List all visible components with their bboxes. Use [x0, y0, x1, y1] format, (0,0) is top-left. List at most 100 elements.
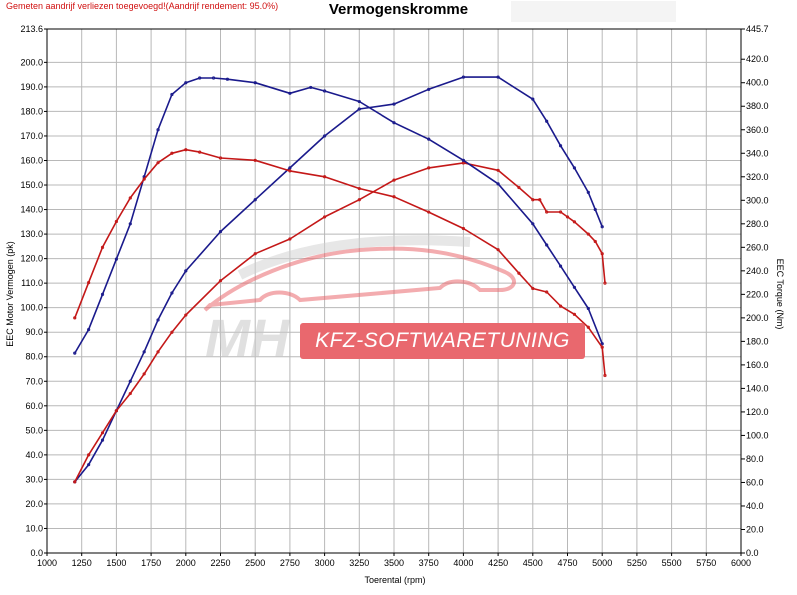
right-tick-label: 60.0: [746, 477, 764, 487]
right-tick-label: 340.0: [746, 148, 769, 158]
series-1-point: [253, 198, 257, 202]
watermark-text: KFZ-SOFTWARETUNING: [315, 329, 570, 352]
series-4-point: [461, 226, 465, 231]
left-tick-label: 130.0: [20, 229, 43, 239]
series-line-3: [74, 77, 604, 354]
series-2-point: [565, 215, 570, 219]
series-3-point: [198, 76, 202, 80]
left-tick-label: 150.0: [20, 180, 43, 190]
series-3-point: [322, 89, 327, 93]
series-4-point: [100, 245, 105, 249]
series-3-point: [184, 81, 188, 85]
series-1-point: [142, 350, 146, 354]
series-3-point: [545, 243, 549, 247]
left-tick-label: 30.0: [25, 474, 43, 484]
x-tick-label: 5500: [662, 558, 682, 568]
x-tick-label: 4750: [557, 558, 577, 568]
series-1-point: [593, 207, 597, 212]
series-3-point: [496, 182, 500, 186]
series-1-point: [392, 102, 396, 106]
right-tick-label: 160.0: [746, 360, 769, 370]
series-4-point: [142, 177, 146, 181]
left-tick-label: 0.0: [30, 548, 43, 558]
left-tick-label: 60.0: [25, 401, 43, 411]
series-1-point: [558, 144, 563, 148]
right-tick-label: 120.0: [746, 407, 769, 417]
left-tick-label: 120.0: [20, 254, 43, 264]
right-tick-label: 400.0: [746, 78, 769, 88]
series-2-point: [87, 453, 91, 457]
x-tick-label: 3250: [349, 558, 369, 568]
series-3-point: [558, 264, 563, 268]
series-3-point: [170, 92, 174, 97]
series-3-point: [309, 85, 313, 90]
x-tick-label: 2500: [245, 558, 265, 568]
right-tick-label: 280.0: [746, 219, 769, 229]
series-2-point: [496, 168, 500, 172]
series-2-point: [253, 252, 257, 256]
x-tick-label: 5000: [592, 558, 612, 568]
x-tick-label: 1250: [72, 558, 92, 568]
series-3-point: [225, 77, 230, 81]
x-tick-label: 6000: [731, 558, 751, 568]
series-4-point: [184, 148, 188, 152]
series-1-point: [156, 318, 160, 322]
title-bar-panel: [511, 1, 676, 22]
series-3-point: [211, 76, 216, 80]
series-2-point: [600, 252, 604, 256]
series-4-point: [322, 175, 327, 179]
series-1-point: [357, 107, 361, 111]
series-1-point: [170, 291, 174, 295]
series-2-point: [114, 409, 119, 413]
series-3-point: [531, 222, 535, 226]
series-4-point: [218, 156, 223, 160]
series-2-point: [156, 350, 160, 354]
series-3-point: [572, 285, 577, 289]
right-axis-label: EEC Torque (Nm): [775, 259, 785, 330]
right-axis-ticks: 0.0 20.0 40.0 60.0 80.0 100.0 120.0 140.0 160.0 1…: [741, 24, 769, 558]
series-2-point: [170, 330, 174, 334]
series-4-point: [572, 312, 577, 316]
left-tick-label: 40.0: [25, 450, 43, 460]
series-1-point: [322, 134, 327, 138]
left-tick-label: 100.0: [20, 303, 43, 313]
series-2-point: [538, 198, 542, 202]
series-4-point: [558, 304, 563, 308]
x-tick-label: 1500: [106, 558, 126, 568]
series-4-point: [128, 196, 132, 200]
series-4-point: [531, 286, 535, 291]
series-2-point: [586, 232, 590, 236]
series-1-point: [545, 119, 549, 123]
series-3-point: [128, 222, 132, 226]
right-tick-label: 0.0: [746, 548, 759, 558]
series-3-point: [87, 328, 91, 332]
series-3-point: [253, 81, 257, 85]
left-tick-label: 50.0: [25, 425, 43, 435]
x-tick-label: 4000: [453, 558, 473, 568]
x-tick-label: 5250: [627, 558, 647, 568]
right-tick-label: 260.0: [746, 242, 769, 252]
right-tick-label: 220.0: [746, 289, 769, 299]
series-2-point: [73, 480, 77, 484]
drive-loss-note: Gemeten aandrijf verliezen toegevoegd!(A…: [6, 1, 279, 11]
series-2-point: [531, 198, 535, 202]
x-tick-label: 1000: [37, 558, 57, 568]
left-tick-label: 160.0: [20, 155, 43, 165]
left-tick-label: 70.0: [25, 376, 43, 386]
series-4-point: [357, 186, 361, 191]
series-4-point: [114, 219, 119, 224]
series-lines: [73, 75, 607, 484]
right-tick-label: 240.0: [746, 266, 769, 276]
right-tick-label: 100.0: [746, 430, 769, 440]
right-tick-label: 180.0: [746, 336, 769, 346]
left-tick-label: 110.0: [21, 278, 43, 288]
series-2-point: [288, 237, 292, 241]
series-4-point: [496, 248, 500, 252]
series-4-point: [603, 373, 607, 378]
x-tick-label: 1750: [141, 558, 161, 568]
x-tick-label: 3750: [419, 558, 439, 568]
chart-title: Vermogenskromme: [328, 1, 469, 18]
left-tick-label: 80.0: [25, 352, 43, 362]
series-2-point: [392, 178, 396, 182]
